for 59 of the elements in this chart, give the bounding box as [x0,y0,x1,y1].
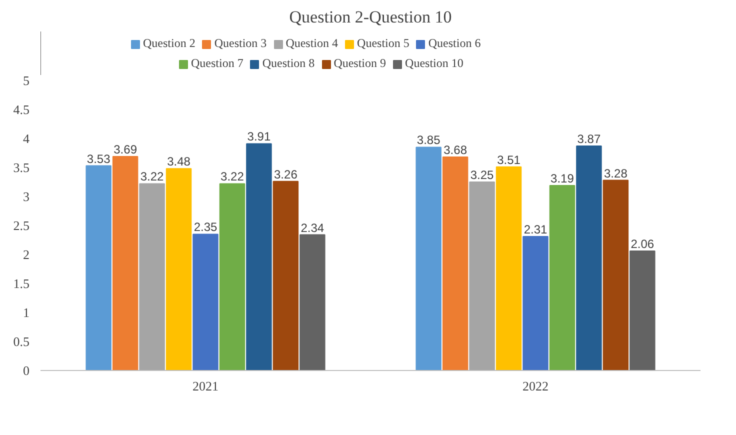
bar [549,184,576,370]
y-tick-label: 2 [23,247,30,262]
data-label: 3.69 [114,142,138,156]
legend-label: Question 2 [143,36,196,51]
bar [442,156,468,370]
data-label: 3.19 [550,171,574,186]
y-tick-label: 3 [23,189,30,204]
y-tick-label: 4 [23,131,30,146]
data-label: 3.87 [577,132,601,146]
bar [602,180,629,370]
data-label: 3.22 [140,170,164,184]
data-label: 3.26 [274,167,298,182]
legend-label: Question 7 [191,56,244,71]
bar [469,182,495,370]
y-tick-label: 1.5 [13,276,30,291]
data-label: 3.85 [416,133,441,148]
legend-label: Question 4 [286,36,338,51]
bar [416,146,442,370]
y-tick-label: 2.5 [13,218,30,233]
legend-label: Question 6 [428,36,481,51]
data-label: 3.53 [86,152,111,166]
data-label: 3.91 [247,130,271,144]
data-label: 2.34 [300,220,324,235]
bar [522,236,548,370]
x-tick-label: 2021 [192,378,218,394]
legend-label: Question 3 [214,36,267,51]
legend-label: Question 10 [405,56,464,71]
bar [86,165,112,370]
bar [300,234,326,370]
bar [166,168,192,370]
bar [112,156,138,370]
y-tick-label: 0.5 [13,334,30,349]
bar [139,183,165,370]
bar [576,146,602,370]
x-tick-label: 2022 [522,378,548,394]
bar [192,234,218,370]
legend-label: Question 9 [334,56,386,71]
y-tick-label: 0 [23,363,30,378]
bar [496,166,522,370]
data-label: 3.51 [497,152,521,167]
data-label: 2.35 [194,220,218,234]
bar [272,180,299,370]
y-tick-label: 4.5 [13,102,30,117]
legend-label: Question 5 [357,36,410,51]
bar [219,183,246,370]
legend-label: Question 8 [262,56,315,71]
data-label: 3.25 [470,168,494,182]
chart-title: Question 2-Question 10 [289,8,452,26]
data-label: 3.68 [444,143,468,158]
y-tick-label: 5 [23,73,30,88]
data-label: 3.48 [167,154,191,169]
bar [246,143,272,370]
data-label: 3.28 [604,166,628,180]
data-label: 2.06 [630,237,654,252]
y-tick-label: 1 [23,305,30,320]
data-label: 2.31 [524,222,548,237]
bar [630,250,656,370]
data-label: 3.22 [220,170,244,184]
y-tick-label: 3.5 [13,160,30,175]
